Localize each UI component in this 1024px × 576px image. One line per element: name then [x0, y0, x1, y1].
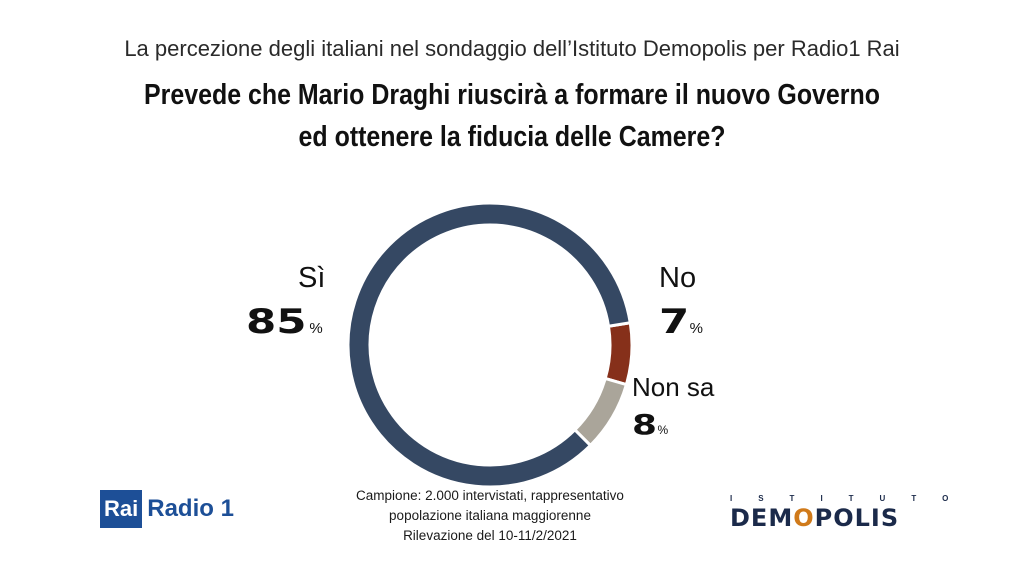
value-si: 85%	[246, 302, 323, 342]
sample-note-line-2: popolazione italiana maggiorenne	[389, 508, 591, 523]
sample-note-line-1: Campione: 2.000 intervistati, rappresent…	[356, 488, 624, 503]
label-nonsa: Non sa	[632, 372, 715, 402]
chart-title: Prevede che Mario Draghi riuscirà a form…	[72, 74, 953, 158]
value-no-pct: %	[689, 320, 704, 337]
rai-radio1-logo: Rai Radio 1	[100, 490, 234, 528]
title-line-2: ed ottenere la fiducia delle Camere?	[298, 121, 726, 153]
demopolis-name-part1: DEM	[730, 504, 794, 532]
value-si-number: 85	[246, 302, 307, 342]
demopolis-istituto-text: ISTITUTO	[730, 494, 975, 503]
slice-nonsa	[572, 376, 629, 448]
radio1-logo-text: Radio 1	[147, 495, 234, 522]
demopolis-logo: ISTITUTO DEMOPOLIS	[730, 494, 950, 532]
chart-subtitle: La percezione degli italiani nel sondagg…	[124, 36, 900, 61]
rai-logo-box: Rai	[100, 490, 143, 528]
demopolis-name-part2: POLIS	[814, 504, 900, 532]
value-nonsa: 8%	[632, 408, 668, 441]
value-nonsa-number: 8	[632, 408, 657, 441]
value-nonsa-pct: %	[657, 423, 669, 437]
slice-si	[346, 201, 632, 489]
label-si: Sì	[298, 262, 326, 294]
label-no: No	[659, 262, 697, 294]
value-no: 7%	[659, 302, 703, 342]
demopolis-name-o: O	[793, 504, 815, 532]
value-si-pct: %	[309, 320, 323, 337]
value-no-number: 7	[659, 302, 690, 342]
sample-note-line-3: Rilevazione del 10-11/2/2021	[403, 528, 577, 543]
slice-no	[603, 321, 634, 387]
sample-note: Campione: 2.000 intervistati, rappresent…	[300, 486, 680, 546]
title-line-1: Prevede che Mario Draghi riuscirà a form…	[144, 79, 880, 111]
demopolis-name: DEMOPOLIS	[730, 504, 950, 532]
